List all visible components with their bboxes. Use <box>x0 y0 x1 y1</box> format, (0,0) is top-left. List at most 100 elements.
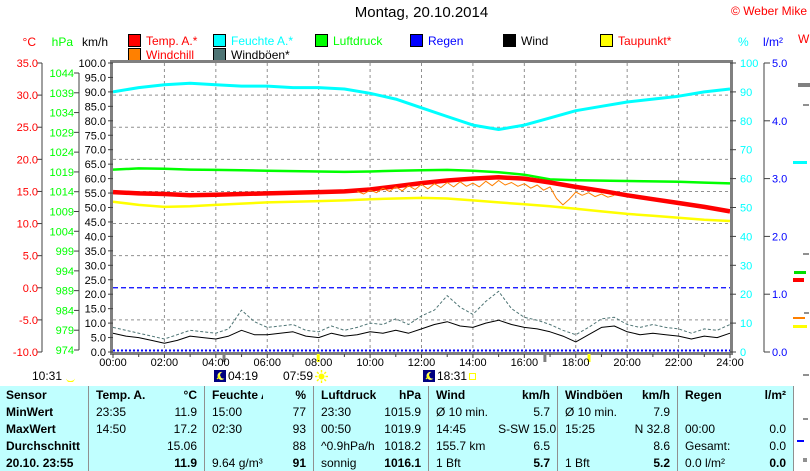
legend-item: Taupunkt* <box>600 33 672 48</box>
legend-label: Wind <box>521 33 549 48</box>
table-cell: 15:25 <box>565 421 596 436</box>
table-col-name: Wind <box>436 387 466 402</box>
svg-text:25.0: 25.0 <box>17 122 38 134</box>
table-column-Windböen: Windböen km/h Ø 10 min. 7.9 15:25 N 32.8 8.6 1 … <box>557 386 677 471</box>
svg-text:75.0: 75.0 <box>85 130 106 142</box>
copyright-label: © Weber Mike <box>731 4 807 18</box>
table-cell: 5.7 <box>533 455 550 470</box>
right-overview-strip: W <box>789 30 810 471</box>
legend-swatch-icon <box>315 34 328 47</box>
svg-text:02:00: 02:00 <box>151 357 179 369</box>
table-cell: 0.0 <box>769 421 786 436</box>
event-time: 10:31 <box>32 369 63 383</box>
svg-text:20:00: 20:00 <box>613 357 641 369</box>
sun-icon <box>315 369 329 383</box>
legend-label: Temp. A.* <box>146 33 198 48</box>
table-cell: 11.9 <box>174 404 197 419</box>
svg-text:70.0: 70.0 <box>85 145 106 157</box>
table-column-Temp. A.: Temp. A. °C 23:35 11.9 14:50 17.2 15.06 11.9 <box>88 386 204 471</box>
event-time: 18:31 <box>437 369 468 383</box>
svg-text:984: 984 <box>56 305 74 317</box>
series-Feuchte A. <box>112 81 731 131</box>
tick-icon <box>803 253 809 255</box>
legend-item: Windböen* <box>213 48 290 62</box>
series-Wind <box>112 319 731 344</box>
table-column-Luftdruck: Luftdruck hPa 23:30 1015.9 00:50 1019.9 ^0.9hP… <box>313 386 428 471</box>
table-cell: 77 <box>292 404 306 419</box>
tick-icon <box>803 374 809 376</box>
svg-text:00:00: 00:00 <box>99 357 127 369</box>
legend-swatch-icon <box>410 34 423 47</box>
svg-text:0.0: 0.0 <box>91 347 106 359</box>
svg-text:994: 994 <box>56 266 74 278</box>
table-cell: sonnig <box>321 455 357 470</box>
svg-text:08:00: 08:00 <box>305 357 333 369</box>
svg-text:85.0: 85.0 <box>85 101 106 113</box>
legend-label: Taupunkt* <box>618 33 672 48</box>
table-cell: 23:35 <box>96 404 127 419</box>
table-column-Feuchte A.: Feuchte A.% 15:00 77 02:30 93 88 9.64 g/m³ 91 <box>204 386 313 471</box>
svg-text:15.0: 15.0 <box>85 304 106 316</box>
table-cell: 6.5 <box>533 438 550 453</box>
svg-text:04:00: 04:00 <box>202 357 230 369</box>
svg-text:55.0: 55.0 <box>85 188 106 200</box>
table-column-Regen: Regen l/m² 00:00 0.0 Gesamt: 0.0 0.0 l/m² 0.0 <box>677 386 793 471</box>
table-cell: 14:50 <box>96 421 127 436</box>
table-cell: 0.0 <box>769 438 786 453</box>
svg-text:45.0: 45.0 <box>85 217 106 229</box>
square-icon <box>469 372 477 380</box>
windchill-marker-icon <box>793 317 805 319</box>
svg-text:40.0: 40.0 <box>85 231 106 243</box>
event-sunrise: 07:59 <box>283 369 329 383</box>
svg-text:999: 999 <box>56 246 74 258</box>
table-cell: 1 Bft <box>436 455 461 470</box>
svg-text:12:00: 12:00 <box>408 357 436 369</box>
gray-bar-icon <box>798 83 810 87</box>
table-col-name: Luftdruck <box>321 387 376 402</box>
svg-text:5.0: 5.0 <box>772 58 787 70</box>
svg-text:20.0: 20.0 <box>17 154 38 166</box>
svg-text:15.0: 15.0 <box>17 186 38 198</box>
svg-text:100.0: 100.0 <box>78 58 106 70</box>
event-sunset: 18:31 <box>423 369 477 383</box>
svg-text:80.0: 80.0 <box>85 116 106 128</box>
series-Taupunkt <box>112 196 731 223</box>
svg-text:30: 30 <box>740 260 752 272</box>
svg-text:2.0: 2.0 <box>772 231 787 243</box>
svg-text:1014: 1014 <box>50 187 74 199</box>
svg-text:5.0: 5.0 <box>23 251 38 263</box>
svg-text:-10.0: -10.0 <box>13 347 38 359</box>
svg-text:1044: 1044 <box>50 68 74 80</box>
tick-icon <box>804 312 809 314</box>
table-cell: 0.0 <box>769 455 786 470</box>
svg-text:1034: 1034 <box>50 108 74 120</box>
table-cell: 7.9 <box>653 404 670 419</box>
table-cell: 1019.9 <box>384 421 421 436</box>
table-cell: 88 <box>292 438 306 453</box>
table-cell: N 32.8 <box>634 421 670 436</box>
svg-text:3.0: 3.0 <box>772 174 787 186</box>
tick-icon <box>803 418 808 420</box>
legend-swatch-icon <box>600 34 613 47</box>
table-cell: 9.64 g/m³ <box>212 455 263 470</box>
svg-text:1.0: 1.0 <box>772 289 787 301</box>
table-col-unit: % <box>295 387 306 402</box>
table-cell: 1 Bft <box>565 455 590 470</box>
svg-text:1024: 1024 <box>50 147 74 159</box>
svg-text:90: 90 <box>740 87 752 99</box>
table-row-label: MinWert <box>6 404 54 419</box>
table-cell: 1018.2 <box>384 438 421 453</box>
legend-swatch-icon <box>503 34 516 47</box>
legend-label: Regen <box>428 33 464 48</box>
legend-swatch-icon <box>128 34 141 47</box>
svg-text:1009: 1009 <box>50 207 74 219</box>
svg-text:1029: 1029 <box>50 127 74 139</box>
page-title: Montag, 20.10.2014 <box>354 4 489 21</box>
legend-swatch-icon <box>213 34 226 47</box>
table-col-name: Windböen <box>565 387 623 402</box>
svg-text:100: 100 <box>740 58 758 70</box>
table-cell: 5.2 <box>653 455 670 470</box>
legend-item: Regen <box>410 33 464 48</box>
series-Luftdruck <box>112 167 731 185</box>
svg-text:-5.0: -5.0 <box>19 315 38 327</box>
